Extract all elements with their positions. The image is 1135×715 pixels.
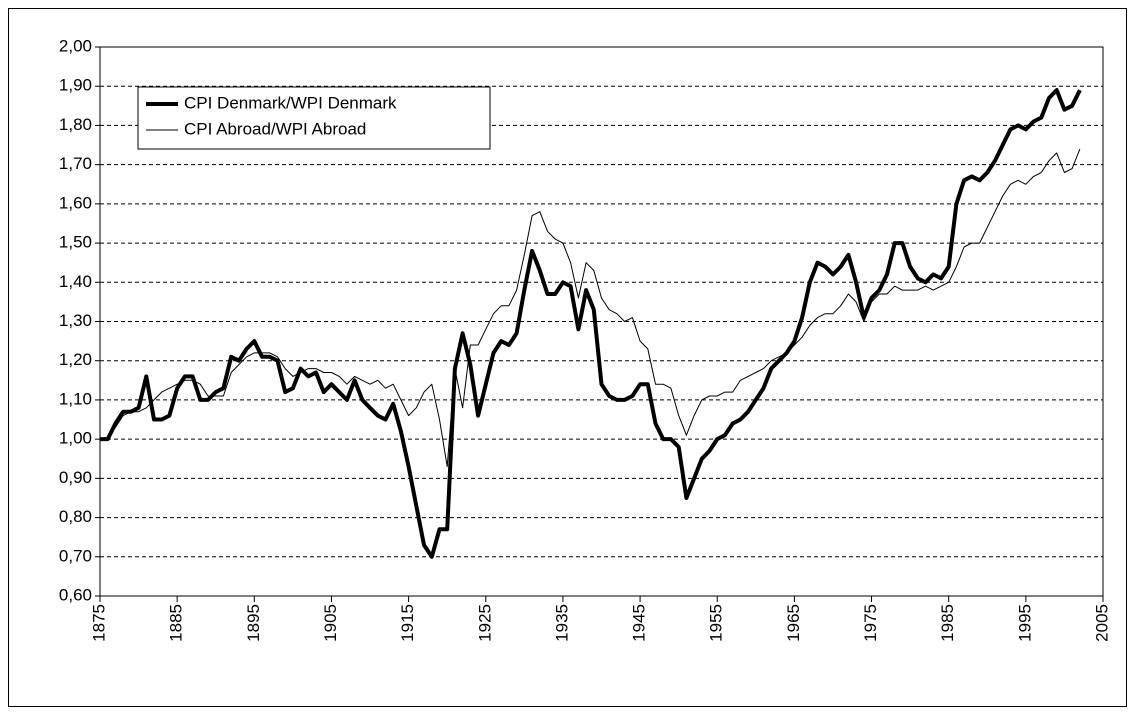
y-tick-label: 0,60 xyxy=(59,585,92,604)
x-tick-label: 1935 xyxy=(552,604,571,642)
x-tick-label: 1895 xyxy=(244,604,263,642)
y-tick-label: 1,30 xyxy=(59,311,92,330)
legend-box xyxy=(137,86,491,150)
x-tick-label: 1945 xyxy=(630,604,649,642)
legend-label: CPI Abroad/WPI Abroad xyxy=(184,119,366,138)
series-line xyxy=(100,148,1081,468)
x-tick-label: 1955 xyxy=(707,604,726,642)
plot-border xyxy=(99,46,1104,597)
x-tick-label: 1915 xyxy=(398,604,417,642)
y-tick-label: 1,10 xyxy=(59,389,92,408)
x-tick-label: 1965 xyxy=(784,604,803,642)
series-line xyxy=(100,88,1082,559)
x-tick-label: 1995 xyxy=(1015,604,1034,642)
y-tick-label: 1,60 xyxy=(59,193,92,212)
x-tick-label: 1985 xyxy=(938,604,957,642)
x-tick-label: 1885 xyxy=(167,604,186,642)
legend-label: CPI Denmark/WPI Denmark xyxy=(184,93,397,112)
y-tick-label: 1,00 xyxy=(59,429,92,448)
x-tick-label: 1905 xyxy=(321,604,340,642)
x-tick-label: 1975 xyxy=(861,604,880,642)
y-tick-label: 0,90 xyxy=(59,468,92,487)
x-tick-label: 2005 xyxy=(1092,604,1111,642)
x-tick-label: 1925 xyxy=(475,604,494,642)
y-tick-label: 1,40 xyxy=(59,272,92,291)
y-tick-label: 1,70 xyxy=(59,154,92,173)
y-tick-label: 1,50 xyxy=(59,233,92,252)
y-tick-label: 0,80 xyxy=(59,507,92,526)
y-tick-label: 1,20 xyxy=(59,350,92,369)
y-tick-label: 2,00 xyxy=(59,36,92,55)
y-tick-label: 1,90 xyxy=(59,76,92,95)
y-tick-label: 1,80 xyxy=(59,115,92,134)
y-tick-label: 0,70 xyxy=(59,546,92,565)
x-tick-label: 1875 xyxy=(89,604,108,642)
